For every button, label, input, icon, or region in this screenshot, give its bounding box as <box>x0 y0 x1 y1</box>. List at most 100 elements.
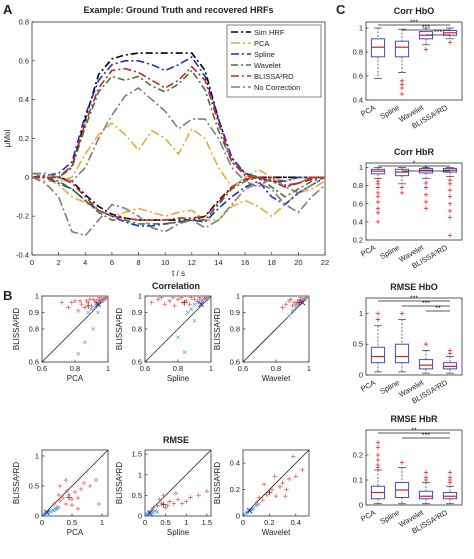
hbo-point <box>54 504 60 510</box>
y-tick-label: 0.4 <box>230 459 240 468</box>
outlier-point <box>375 440 381 445</box>
outlier-point <box>423 470 429 475</box>
hbo-point <box>163 505 168 510</box>
hbr-point <box>189 307 194 312</box>
y-tick-label: 1 <box>236 292 240 301</box>
significance-label: ** <box>435 306 441 313</box>
outlier-point <box>375 445 381 450</box>
outlier-point <box>399 91 405 97</box>
y-tick-label: 0.5 <box>132 491 142 500</box>
x-axis-label: PCA <box>67 528 84 537</box>
box <box>418 359 434 370</box>
legend-label: Sim HRF <box>254 28 285 37</box>
y-axis-label: BLISSA²RD <box>213 308 222 350</box>
hbo-point <box>303 295 308 300</box>
outlier-point <box>375 311 381 316</box>
outlier-point <box>375 457 381 463</box>
x-tick-label: 0 <box>30 258 34 267</box>
hbo-point <box>81 480 87 486</box>
y-tick-label: 0.4 <box>19 95 29 104</box>
hbo-point <box>290 454 296 459</box>
y-tick-label: 0.8 <box>353 48 363 57</box>
plot-area <box>365 297 463 376</box>
y-tick-label: 0.6 <box>353 72 363 81</box>
outlier-point <box>447 201 453 206</box>
hbo-point <box>63 477 69 483</box>
outlier-point <box>423 192 429 197</box>
box <box>394 343 410 364</box>
identity-line <box>242 295 310 363</box>
scatter-chart: Correlation 0.6 0.8 1 0.6 0.8 0.9 1 PCA BLISSA²RD <box>12 281 200 383</box>
hbo-point <box>167 499 172 504</box>
x-tick-label: 0 <box>40 518 44 527</box>
hbo-point <box>171 501 177 506</box>
outlier-point <box>447 475 453 480</box>
box <box>370 346 386 364</box>
x-axis-label: PCA <box>67 374 84 383</box>
y-axis-label: BLISSA²RD <box>115 308 124 350</box>
hbo-point <box>159 295 164 300</box>
x-axis-label: t / s <box>172 269 185 278</box>
scatter-chart: 0 0.5 1 1.5 0 0.5 1 1.5 Spline BLISSA²RD <box>115 449 212 537</box>
x-tick-label: 0.6 <box>238 364 248 373</box>
hbo-point <box>204 489 210 494</box>
series-line <box>31 121 325 189</box>
legend <box>226 24 322 98</box>
chart-title: Corr HbR <box>394 147 434 157</box>
outlier-point <box>399 460 405 465</box>
y-tick-label: 1.5 <box>132 450 142 459</box>
x-tick-label: 1 <box>184 518 188 527</box>
mean-hbo-marker <box>181 299 188 306</box>
hbo-point <box>65 488 70 493</box>
x-tick-label: 0.4 <box>291 518 301 527</box>
mean-hbr-marker <box>198 301 204 308</box>
outlier-point <box>399 185 405 190</box>
x-tick-label: 0.8 <box>173 364 183 373</box>
series-line <box>32 176 325 221</box>
box <box>418 490 434 500</box>
chart-title: Example: Ground Truth and recovered HRFs <box>83 5 273 15</box>
hbo-point <box>273 494 279 499</box>
hbo-point <box>264 492 269 498</box>
hbo-point <box>280 480 285 486</box>
y-tick-label: 1 <box>138 470 142 479</box>
y-tick-label: 0.1 <box>353 476 363 485</box>
x-tick-label: 16 <box>241 258 249 267</box>
hbo-point <box>93 477 99 483</box>
category-label: PCA <box>359 103 377 119</box>
x-tick-label: 1 <box>209 364 213 373</box>
mean-hbo-marker <box>85 302 92 309</box>
hbo-point <box>78 486 84 492</box>
outlier-point <box>423 199 429 205</box>
identity-line <box>41 449 109 517</box>
hbo-point <box>290 303 295 309</box>
hbr-point <box>293 305 298 310</box>
outlier-point <box>375 206 381 211</box>
y-tick-label: 0.5 <box>353 340 363 349</box>
x-tick-label: 22 <box>321 258 329 267</box>
scatter-chart: 0.6 0.8 1 0.6 0.8 0.9 1 Wavelet BLISSA²RD <box>213 292 311 384</box>
y-tick-label: 0.8 <box>19 18 29 27</box>
hbo-point <box>75 495 81 501</box>
hbo-point <box>157 497 162 502</box>
hbo-point <box>162 302 167 307</box>
hbo-point <box>283 302 289 307</box>
hbr-point <box>96 310 100 315</box>
hbo-point <box>256 495 262 500</box>
outlier-point <box>423 342 429 347</box>
identity-line <box>144 449 212 517</box>
hbo-point <box>149 300 154 305</box>
mean-hbr-marker <box>95 301 101 308</box>
significance-label: *** <box>410 20 418 27</box>
hbo-point <box>167 298 172 304</box>
hbo-point <box>60 495 66 501</box>
outlier-point <box>375 452 381 458</box>
hbo-point <box>100 297 106 302</box>
mean-hbr-marker <box>299 299 306 306</box>
y-tick-label: 0.2 <box>353 236 363 245</box>
hbo-point <box>172 303 177 309</box>
hbo-point <box>283 494 288 499</box>
